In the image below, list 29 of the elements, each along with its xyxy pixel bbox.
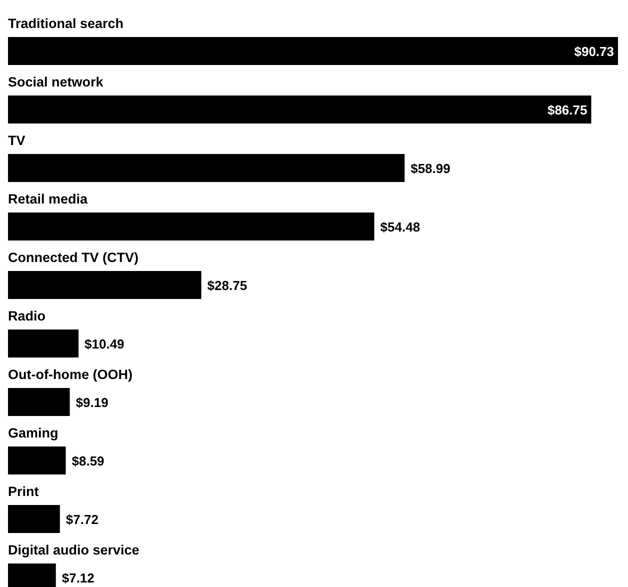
y-tick-label: Print: [8, 484, 40, 499]
y-tick-label: Retail media: [8, 192, 88, 206]
data-label: $28.75: [207, 278, 248, 293]
y-tick-label: Social network: [8, 74, 104, 90]
bar: [8, 212, 374, 240]
y-tick-label: TV: [8, 133, 26, 148]
bar: [8, 271, 202, 299]
data-label: $54.48: [380, 220, 420, 234]
data-label: $9.19: [76, 395, 108, 410]
y-tick-label: Connected TV (CTV): [8, 250, 138, 265]
data-label: $8.59: [72, 454, 104, 468]
data-label: $90.73: [574, 44, 614, 59]
bar: [8, 154, 405, 182]
y-tick-label: Traditional search: [8, 16, 124, 31]
bar: [8, 330, 79, 358]
y-tick-label: Gaming: [8, 426, 58, 440]
y-tick-label: Radio: [8, 308, 46, 324]
y-tick-label: Digital audio service: [8, 542, 140, 558]
bar: [8, 388, 70, 416]
data-label: $7.72: [66, 512, 98, 527]
data-label: $58.99: [410, 161, 450, 176]
data-label: $10.49: [84, 336, 124, 352]
bar: [8, 96, 592, 124]
y-tick-label: Out-of-home (OOH): [8, 367, 132, 382]
bar: [8, 446, 66, 474]
bar: [8, 37, 618, 65]
bar: [8, 505, 60, 533]
data-label: $86.75: [547, 102, 588, 118]
data-label: $7.12: [62, 570, 94, 586]
